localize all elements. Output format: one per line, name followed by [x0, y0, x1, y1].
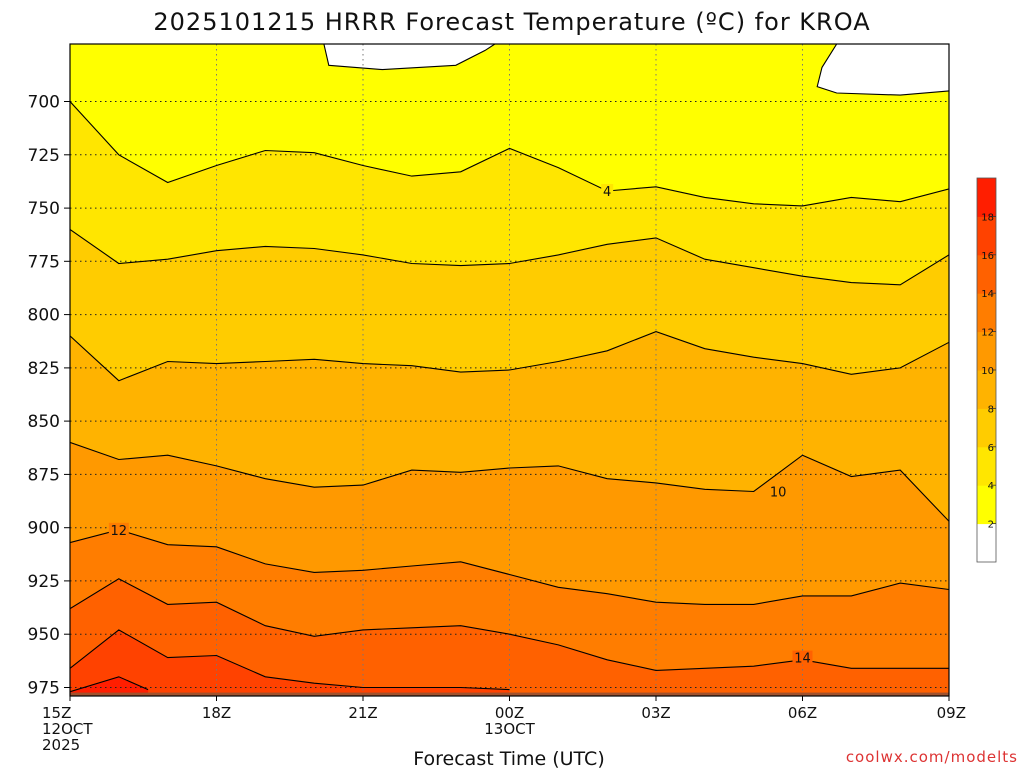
colorbar-segment-7 — [977, 254, 996, 294]
colorbar-segment-2 — [977, 446, 996, 486]
x-tick-label-03Z-line1: 03Z — [641, 704, 670, 722]
y-tick-label-725: 725 — [28, 146, 60, 166]
x-tick-label-18Z-line1: 18Z — [202, 704, 231, 722]
y-tick-label-975: 975 — [28, 679, 60, 699]
contour-4-2 — [70, 101, 949, 207]
colorbar-segment-9 — [977, 178, 996, 217]
colorbar-segment-8 — [977, 216, 996, 256]
contour-label-bg-10 — [768, 484, 789, 499]
contour-16-8 — [70, 629, 510, 691]
colorbar-segment-1 — [977, 485, 996, 525]
colorbar-label-8: 8 — [988, 404, 994, 415]
contour-label-14: 14 — [794, 652, 811, 667]
fill-band-above-16 — [70, 629, 510, 696]
y-tick-label-850: 850 — [28, 412, 60, 432]
x-tick-label-15Z-line3: 2025 — [42, 736, 80, 754]
contour-8-4 — [70, 331, 949, 382]
fill-band-below-2-0 — [323, 44, 495, 70]
fill-band-above-14 — [70, 578, 949, 696]
colorbar-label-18: 18 — [981, 212, 994, 223]
contour-2-0 — [323, 44, 496, 71]
y-tick-label-925: 925 — [28, 572, 60, 592]
y-tick-label-875: 875 — [28, 465, 60, 485]
contour-6-3 — [70, 228, 949, 286]
x-tick-label-09Z-line1: 09Z — [937, 704, 966, 722]
contour-label-bg-12 — [108, 522, 129, 537]
y-tick-label-950: 950 — [28, 625, 60, 645]
colorbar-label-12: 12 — [981, 328, 994, 339]
contour-label-12: 12 — [111, 524, 128, 539]
colorbar-label-6: 6 — [988, 443, 994, 454]
x-tick-label-06Z-line1: 06Z — [788, 704, 817, 722]
temperature-fill-layer — [70, 44, 949, 696]
colorbar-segment-5 — [977, 331, 996, 371]
contour-18-9 — [70, 676, 149, 693]
x-tick-label-00Z-line2: 13OCT — [484, 720, 535, 738]
contour-label-4: 4 — [603, 185, 611, 200]
ground-layer — [70, 692, 949, 696]
x-tick-label-21Z-line1: 21Z — [348, 704, 377, 722]
contour-lines: 4 10 12 14 — [70, 44, 949, 693]
colorbar-label-10: 10 — [981, 366, 994, 377]
x-tick-label-00Z-line1: 00Z — [495, 704, 524, 722]
x-axis-label: Forecast Time (UTC) — [413, 748, 604, 768]
colorbar-segment-6 — [977, 293, 996, 333]
colorbar-segment-4 — [977, 370, 996, 409]
contour-10-5 — [70, 441, 949, 522]
contour-12-6 — [70, 529, 949, 605]
fill-band-below-2-1 — [817, 44, 949, 96]
colorbar-label-14: 14 — [981, 289, 994, 300]
colorbar-label-4: 4 — [988, 481, 994, 492]
chart-title: 2025101215 HRRR Forecast Temperature (ºC… — [153, 8, 870, 36]
credit-text: coolwx.com/modelts — [846, 748, 1018, 766]
y-tick-label-825: 825 — [28, 359, 60, 379]
y-tick-label-700: 700 — [28, 93, 60, 113]
contour-label-bg-14 — [792, 650, 813, 665]
y-tick-label-750: 750 — [28, 199, 60, 219]
contour-2-1 — [816, 44, 949, 96]
y-tick-label-900: 900 — [28, 519, 60, 539]
colorbar-label-2: 2 — [988, 520, 994, 531]
colorbar: 2 4 6 8 10 12 14 16 18 — [976, 177, 997, 563]
y-tick-label-775: 775 — [28, 252, 60, 272]
colorbar-label-16: 16 — [981, 251, 994, 262]
y-tick-label-800: 800 — [28, 306, 60, 326]
x-tick-label-15Z-line1: 15Z — [42, 704, 71, 722]
y-axis: 700 725 750 775 800 825 850 875 900 925 950 975 — [28, 93, 70, 699]
contour-label-10: 10 — [770, 486, 787, 501]
colorbar-segment-0 — [977, 523, 996, 563]
colorbar-segment-3 — [977, 408, 996, 448]
x-tick-label-15Z-line2: 12OCT — [42, 720, 93, 738]
ground-surface — [70, 692, 949, 696]
contour-label-bg-4 — [601, 184, 614, 198]
